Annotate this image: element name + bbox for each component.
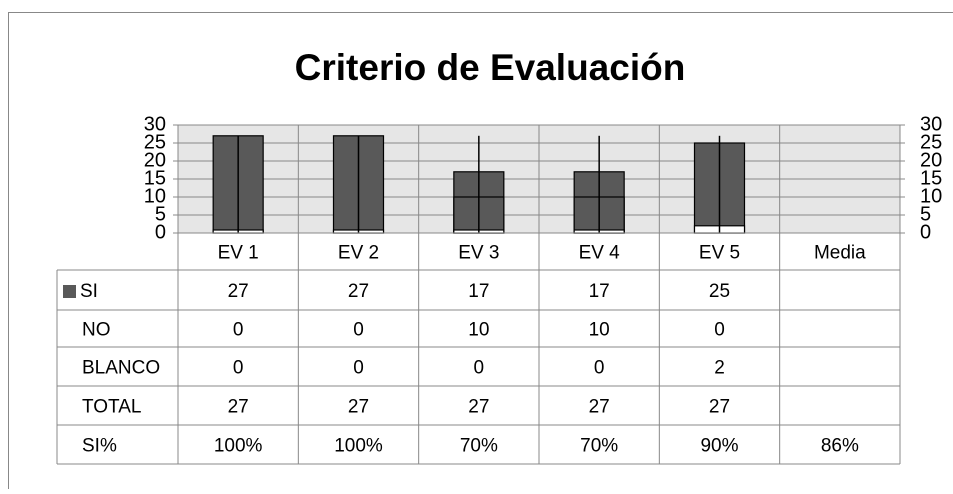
table-cell: 70% bbox=[580, 436, 618, 457]
legend-label: NO bbox=[82, 320, 111, 341]
table-cell: 27 bbox=[468, 397, 489, 418]
y-tick-label: 30 bbox=[144, 113, 166, 135]
table-cell: 70% bbox=[460, 436, 498, 457]
table-cell: 10 bbox=[468, 320, 489, 341]
table-cell: 10 bbox=[589, 320, 610, 341]
y2-tick-label: 30 bbox=[920, 113, 942, 135]
legend-label: TOTAL bbox=[82, 397, 141, 418]
x-tick-label: EV 2 bbox=[338, 243, 379, 264]
table-cell: 0 bbox=[474, 358, 485, 379]
table-cell: 86% bbox=[821, 436, 859, 457]
chart-title: Criterio de Evaluación bbox=[295, 47, 686, 88]
table-cell: 0 bbox=[353, 320, 364, 341]
table-cell: 2 bbox=[714, 358, 725, 379]
legend-label: BLANCO bbox=[82, 358, 160, 379]
legend-key bbox=[63, 285, 76, 298]
legend-label: SI% bbox=[82, 436, 117, 457]
table-cell: 0 bbox=[233, 320, 244, 341]
table-cell: 0 bbox=[233, 358, 244, 379]
table-cell: 0 bbox=[353, 358, 364, 379]
table-cell: 0 bbox=[714, 320, 725, 341]
table-cell: 27 bbox=[589, 397, 610, 418]
x-tick-label: EV 4 bbox=[579, 243, 621, 264]
table-cell: 100% bbox=[214, 436, 263, 457]
table-cell: 27 bbox=[348, 397, 369, 418]
table-cell: 27 bbox=[348, 281, 369, 302]
x-tick-label: Media bbox=[814, 243, 866, 264]
table-cell: 25 bbox=[709, 281, 730, 302]
table-cell: 100% bbox=[334, 436, 383, 457]
table-cell: 17 bbox=[589, 281, 610, 302]
table-cell: 27 bbox=[228, 281, 249, 302]
table-cell: 90% bbox=[700, 436, 738, 457]
legend-label: SI bbox=[80, 281, 98, 302]
table-cell: 27 bbox=[228, 397, 249, 418]
table-cell: 17 bbox=[468, 281, 489, 302]
x-tick-label: EV 1 bbox=[218, 243, 259, 264]
table-cell: 27 bbox=[709, 397, 730, 418]
table-cell: 0 bbox=[594, 358, 605, 379]
x-tick-label: EV 3 bbox=[458, 243, 499, 264]
x-tick-label: EV 5 bbox=[699, 243, 740, 264]
